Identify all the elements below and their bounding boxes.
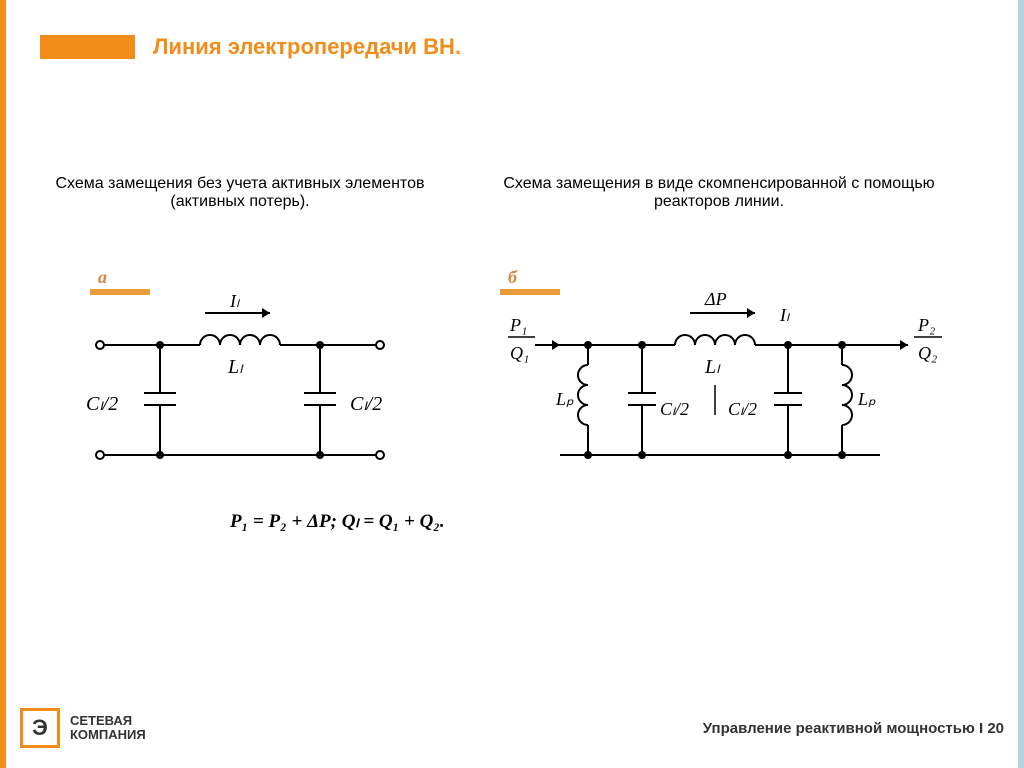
label-current-a: Iₗ [229, 291, 241, 311]
label-cap-a-left: Cₗ/2 [86, 393, 118, 415]
arrowhead [900, 340, 908, 350]
terminal-a-bot-right [376, 451, 384, 459]
title-orange-block [40, 35, 135, 59]
label-q1: Q₁ [510, 343, 529, 363]
logo-mark: Э [20, 708, 60, 748]
label-current-b: Iₗ [779, 305, 791, 325]
terminal-a-bot-left [96, 451, 104, 459]
caption-left: Схема замещения без учета активных элеме… [50, 175, 430, 211]
node [638, 451, 646, 459]
node [316, 451, 324, 459]
label-reactor-left: Lₚ [555, 389, 574, 409]
label-p2: P₂ [917, 315, 935, 335]
footer-page-text: Управление реактивной мощностью I 20 [703, 720, 1004, 737]
panel-underline-b [500, 289, 560, 295]
node [584, 451, 592, 459]
diagram-a: а Iₗ Lₗ Cₗ/2 [86, 267, 384, 459]
panel-label-b: б [508, 267, 518, 287]
label-deltaP: ΔP [704, 289, 727, 309]
formula-text: P₁ = P₂ + ΔP; Qₗ = Q₁ + Q₂. [230, 510, 445, 533]
label-reactor-right: Lₚ [857, 389, 876, 409]
inductor-b-main [675, 335, 755, 345]
inductor-a-main [200, 335, 280, 345]
label-inductor-a: Lₗ [227, 356, 244, 378]
terminal-a-top-left [96, 341, 104, 349]
panel-label-a: а [98, 267, 107, 287]
circuit-svg: а Iₗ Lₗ Cₗ/2 [70, 265, 970, 495]
logo-line2: КОМПАНИЯ [70, 728, 146, 742]
title-bar: Линия электропередачи ВН. [40, 34, 461, 60]
label-cap-b-right: Cₗ/2 [728, 399, 757, 419]
arrowhead [747, 308, 755, 318]
reactor-left [578, 365, 588, 425]
footer: Э СЕТЕВАЯ КОМПАНИЯ Управление реактивной… [20, 708, 1004, 748]
node [838, 451, 846, 459]
caption-right: Схема замещения в виде скомпенсированной… [494, 175, 944, 211]
arrowhead [552, 340, 560, 350]
label-q2: Q₂ [918, 343, 937, 363]
label-inductor-b: Lₗ [704, 356, 721, 378]
label-cap-b-left: Cₗ/2 [660, 399, 689, 419]
page-title: Линия электропередачи ВН. [153, 34, 461, 60]
label-cap-a-right: Cₗ/2 [350, 393, 382, 415]
logo-line1: СЕТЕВАЯ [70, 714, 146, 728]
node [784, 451, 792, 459]
node [156, 451, 164, 459]
right-accent-stripe [1018, 0, 1024, 768]
reactor-right [842, 365, 852, 425]
company-logo: Э СЕТЕВАЯ КОМПАНИЯ [20, 708, 146, 748]
diagram-b: б P₁ Q₁ P₂ Q₂ [500, 267, 942, 459]
left-accent-stripe [0, 0, 6, 768]
panel-underline-a [90, 289, 150, 295]
circuit-diagrams: а Iₗ Lₗ Cₗ/2 [70, 265, 970, 495]
captions-row: Схема замещения без учета активных элеме… [50, 175, 974, 211]
arrowhead [262, 308, 270, 318]
terminal-a-top-right [376, 341, 384, 349]
label-p1: P₁ [509, 315, 527, 335]
logo-text: СЕТЕВАЯ КОМПАНИЯ [70, 714, 146, 743]
